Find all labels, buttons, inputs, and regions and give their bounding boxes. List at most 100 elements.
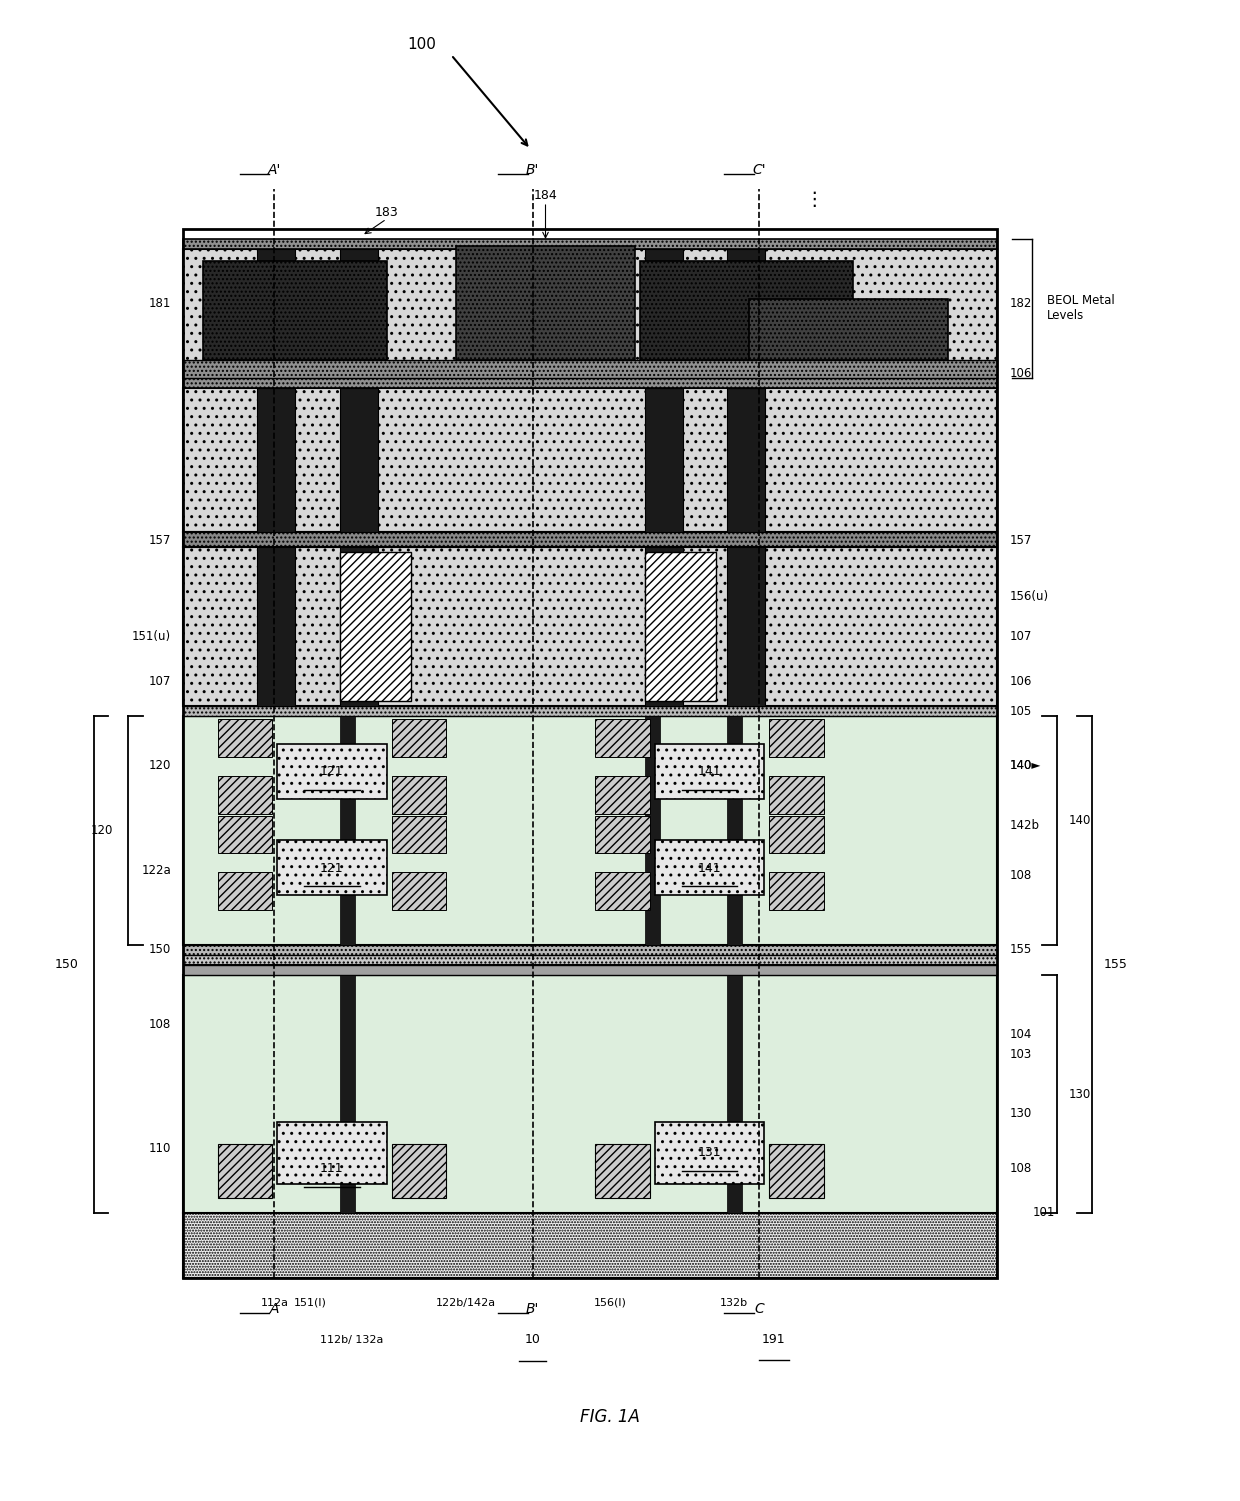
Bar (340, 389, 378, 533)
Text: 181: 181 (149, 297, 171, 311)
Text: 122a: 122a (141, 865, 171, 877)
Text: 107: 107 (149, 675, 171, 687)
Bar (340, 716, 355, 946)
Bar (184, 946, 997, 955)
Bar (203, 261, 387, 360)
Bar (769, 872, 823, 910)
Text: 184: 184 (533, 189, 557, 203)
Bar (184, 548, 997, 707)
Text: 131: 131 (698, 1147, 722, 1159)
Text: 101: 101 (1032, 1205, 1054, 1219)
Bar (184, 965, 997, 974)
Bar (278, 841, 387, 895)
Text: B': B' (526, 1301, 539, 1316)
Bar (340, 974, 355, 1213)
Text: 111: 111 (320, 1162, 343, 1175)
Text: BEOL Metal
Levels: BEOL Metal Levels (1047, 294, 1115, 323)
Bar (392, 815, 446, 854)
Bar (749, 299, 947, 360)
Bar (258, 249, 295, 378)
Text: 106: 106 (1009, 675, 1032, 687)
Bar (218, 815, 273, 854)
Text: 140►: 140► (1009, 760, 1040, 773)
Bar (278, 1121, 387, 1184)
Bar (655, 841, 764, 895)
Bar (184, 230, 997, 1277)
Text: 140: 140 (1009, 760, 1032, 773)
Text: 105: 105 (1009, 704, 1032, 717)
Text: A: A (269, 1301, 279, 1316)
Bar (769, 776, 823, 814)
Text: 108: 108 (1009, 869, 1032, 881)
Text: 108: 108 (149, 1018, 171, 1031)
Bar (392, 1144, 446, 1198)
Text: 120: 120 (149, 760, 171, 773)
Text: C: C (754, 1301, 764, 1316)
Text: 150: 150 (149, 944, 171, 956)
Bar (184, 716, 997, 946)
Text: 112a: 112a (260, 1298, 289, 1307)
Bar (278, 744, 387, 799)
Bar (218, 1144, 273, 1198)
Bar (258, 389, 295, 533)
Text: 120: 120 (91, 824, 113, 838)
Text: 191: 191 (763, 1333, 786, 1346)
Text: 121: 121 (320, 766, 343, 779)
Text: 10: 10 (525, 1333, 541, 1346)
Text: 156(l): 156(l) (594, 1298, 626, 1307)
Bar (184, 955, 997, 964)
Bar (392, 776, 446, 814)
Bar (655, 744, 764, 799)
Bar (769, 815, 823, 854)
Text: 155: 155 (1104, 958, 1127, 971)
Bar (595, 776, 650, 814)
Text: ⋮: ⋮ (804, 189, 823, 209)
Bar (645, 716, 660, 946)
Bar (769, 1144, 823, 1198)
Text: 121: 121 (320, 862, 343, 875)
Bar (392, 719, 446, 757)
Bar (728, 249, 765, 378)
Bar (184, 533, 997, 548)
Text: 140: 140 (1069, 814, 1091, 827)
Text: 106: 106 (1009, 366, 1032, 380)
Bar (340, 548, 378, 707)
Text: B': B' (526, 164, 539, 177)
Text: 141: 141 (698, 766, 722, 779)
Bar (218, 776, 273, 814)
Text: 122b/142a: 122b/142a (436, 1298, 496, 1307)
Text: 156(u): 156(u) (1009, 590, 1049, 603)
Bar (640, 261, 853, 360)
Text: 151(u): 151(u) (131, 630, 171, 642)
Bar (728, 974, 743, 1213)
Text: 108: 108 (1009, 1162, 1032, 1175)
Bar (184, 974, 997, 1213)
Bar (184, 707, 997, 716)
Bar (645, 389, 682, 533)
Text: FIG. 1A: FIG. 1A (580, 1408, 640, 1426)
Text: 157: 157 (149, 534, 171, 546)
Text: 103: 103 (1009, 1048, 1032, 1061)
Text: 151(l): 151(l) (294, 1298, 326, 1307)
Bar (595, 872, 650, 910)
Bar (184, 389, 997, 533)
Bar (184, 239, 997, 249)
Text: 107: 107 (1009, 630, 1032, 642)
Text: 112b/ 132a: 112b/ 132a (320, 1334, 383, 1345)
Bar (645, 548, 682, 707)
Text: 104: 104 (1009, 1028, 1032, 1040)
Bar (728, 548, 765, 707)
Bar (595, 1144, 650, 1198)
Bar (184, 378, 997, 389)
Text: 110: 110 (149, 1142, 171, 1156)
Bar (340, 552, 412, 701)
Bar (184, 1213, 997, 1277)
Bar (645, 552, 717, 701)
Text: A': A' (268, 164, 281, 177)
Bar (184, 249, 997, 378)
Text: 157: 157 (1009, 534, 1032, 546)
Bar (456, 246, 635, 360)
Text: 183: 183 (374, 206, 398, 219)
Bar (769, 719, 823, 757)
Bar (595, 719, 650, 757)
